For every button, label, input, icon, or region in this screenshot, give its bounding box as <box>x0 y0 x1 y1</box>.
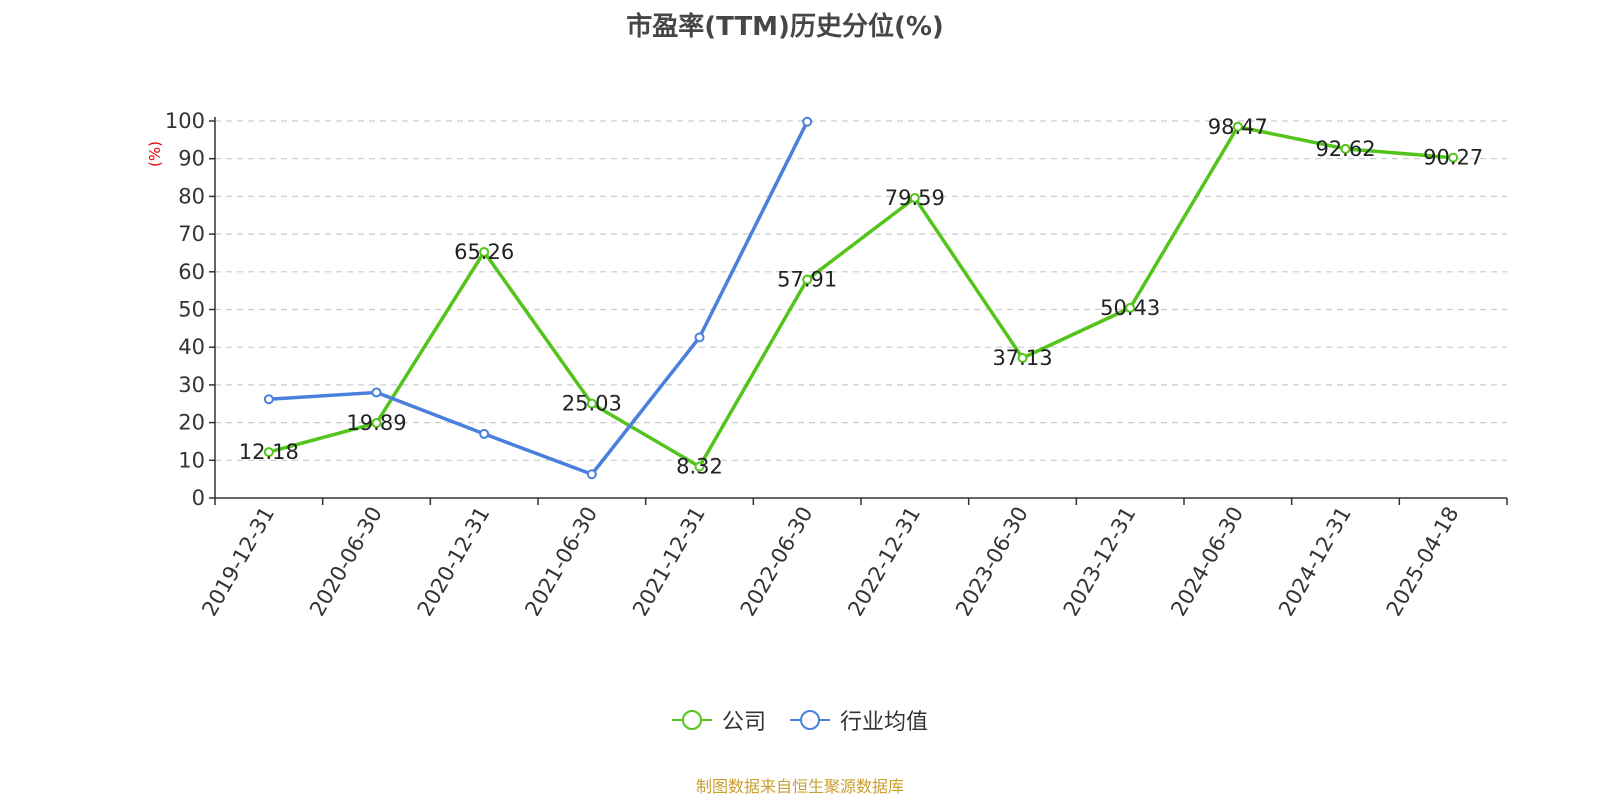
data-point <box>694 332 705 343</box>
data-labels: 12.18 19.89 65.26 25.03 8.32 57.91 79.59 37.13 5… <box>239 115 1483 479</box>
series-line-0 <box>268 125 1454 469</box>
y-tick-label: 0 <box>192 486 205 510</box>
y-tick-label: 50 <box>178 298 205 322</box>
y-axis-label: (%) <box>146 141 164 167</box>
data-point <box>1448 152 1459 163</box>
x-tick-label: 2022-06-30 <box>736 503 818 621</box>
y-tick-label: 20 <box>178 411 205 435</box>
line-chart: 0 10 20 30 40 50 60 70 80 90 100 2019-12-31 2020-06-… <box>146 109 1508 621</box>
data-point <box>479 428 490 439</box>
source-note: 制图数据来自恒生聚源数据库 <box>695 777 904 796</box>
data-point <box>1232 121 1243 132</box>
legend-label-industry: 行业均值 <box>840 710 929 735</box>
data-label: 12.18 <box>239 440 299 464</box>
series-line-1 <box>268 120 809 476</box>
data-label: 65.26 <box>454 240 514 264</box>
data-point <box>694 461 705 472</box>
x-tick-label: 2025-04-18 <box>1382 503 1464 621</box>
data-label: 19.89 <box>346 411 406 435</box>
x-tick-label: 2020-12-31 <box>413 502 495 620</box>
legend-label-company: 公司 <box>721 710 766 735</box>
data-point <box>1340 143 1351 154</box>
data-point <box>802 116 813 127</box>
data-label: 98.47 <box>1208 115 1268 139</box>
y-tick-label: 100 <box>165 109 205 133</box>
x-tick-label: 2023-12-31 <box>1059 503 1141 621</box>
y-tick-label: 60 <box>178 260 205 284</box>
axes: 0 10 20 30 40 50 60 70 80 90 100 2019-12-31 2020-06-… <box>165 109 1508 621</box>
data-label: 57.91 <box>777 268 837 292</box>
y-tick-label: 30 <box>178 373 205 397</box>
data-label: 92.62 <box>1315 137 1375 161</box>
series-lines <box>263 116 1459 480</box>
data-point <box>263 447 274 458</box>
data-point <box>371 418 382 429</box>
y-tick-label: 70 <box>178 222 205 246</box>
y-tick-label: 10 <box>178 448 205 472</box>
data-point <box>263 394 274 405</box>
data-point <box>586 398 597 409</box>
data-label: 8.32 <box>676 455 723 479</box>
legend-marker-company <box>671 710 712 730</box>
x-tick-label: 2020-06-30 <box>305 503 387 621</box>
data-point <box>802 274 813 285</box>
x-tick-label: 2021-12-31 <box>628 503 710 621</box>
data-point <box>1125 302 1136 313</box>
grid-lines <box>215 120 1507 461</box>
data-point <box>909 192 920 203</box>
y-tick-label: 40 <box>178 335 205 359</box>
data-label: 90.27 <box>1423 146 1483 170</box>
legend-marker-industry <box>790 710 830 730</box>
data-point <box>371 387 382 398</box>
data-point <box>479 246 490 257</box>
data-label: 79.59 <box>885 186 945 210</box>
y-tick-label: 90 <box>178 147 205 171</box>
legend: 公司 行业均值 <box>0 704 1600 736</box>
x-tick-label: 2022-12-31 <box>843 502 925 620</box>
x-tick-label: 2021-06-30 <box>520 503 602 621</box>
data-label: 25.03 <box>562 392 622 416</box>
chart-title: 市盈率(TTM)历史分位(%) <box>626 12 944 42</box>
x-tick-label: 2024-06-30 <box>1166 503 1248 621</box>
data-point <box>1017 353 1028 364</box>
x-tick-label: 2024-12-31 <box>1274 503 1356 621</box>
y-tick-label: 80 <box>178 184 205 208</box>
x-tick-label: 2023-06-30 <box>951 503 1033 621</box>
data-point <box>586 469 597 480</box>
legend-item-company[interactable]: 公司 <box>671 704 766 736</box>
legend-item-industry[interactable]: 行业均值 <box>790 704 928 736</box>
data-label: 37.13 <box>992 346 1052 370</box>
data-label: 50.43 <box>1100 296 1160 320</box>
x-tick-label: 2019-12-31 <box>197 503 279 621</box>
